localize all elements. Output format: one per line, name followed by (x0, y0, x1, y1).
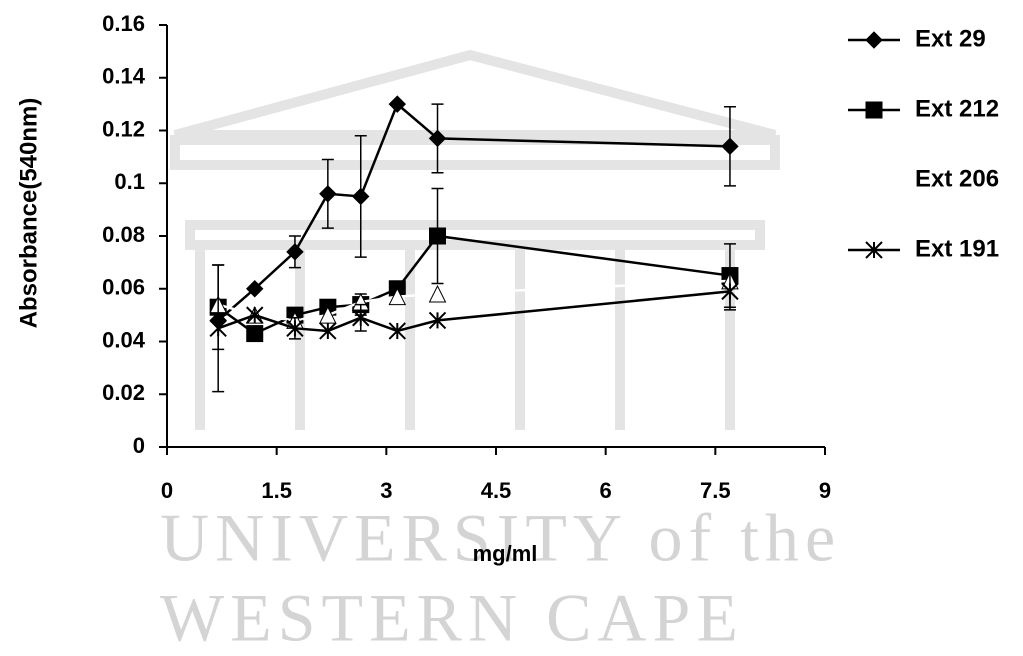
marker (246, 325, 264, 343)
legend-label: Ext 206 (915, 165, 999, 192)
x-tick-label: 6 (600, 478, 612, 503)
series-line (217, 102, 730, 322)
marker (388, 287, 407, 306)
legend-label: Ext 191 (915, 235, 999, 262)
legend-label: Ext 212 (915, 95, 999, 122)
y-tick-label: 0.14 (102, 64, 146, 89)
series-line (217, 290, 731, 333)
marker (721, 282, 739, 301)
y-tick-label: 0.08 (102, 222, 145, 247)
y-tick-label: 0.12 (102, 116, 145, 141)
x-tick-label: 1.5 (261, 478, 292, 503)
marker (319, 322, 337, 340)
x-tick-label: 3 (380, 478, 392, 503)
marker (352, 187, 370, 206)
marker (246, 280, 264, 298)
y-tick-label: 0.04 (102, 327, 146, 352)
y-tick-label: 0 (133, 433, 145, 458)
marker (428, 311, 447, 330)
marker (865, 241, 883, 259)
marker (721, 137, 739, 156)
y-tick-label: 0.06 (102, 275, 145, 300)
x-tick-label: 4.5 (481, 478, 512, 503)
x-tick-label: 0 (161, 478, 173, 503)
y-axis-label: Absorbance(540nm) (15, 98, 42, 329)
series-line (217, 279, 731, 322)
marker (865, 101, 883, 119)
marker (352, 309, 370, 327)
y-tick-label: 0.16 (102, 11, 145, 36)
marker (388, 95, 407, 113)
marker (428, 284, 447, 303)
x-tick-label: 9 (819, 478, 831, 503)
marker (865, 31, 883, 49)
watermark-text: UNIVERSITY of the (160, 500, 841, 576)
marker (286, 243, 304, 261)
x-axis-label: mg/ml (473, 541, 538, 566)
marker (286, 319, 304, 338)
x-tick-label: 7.5 (700, 478, 731, 503)
marker (209, 319, 227, 338)
y-tick-label: 0.02 (102, 380, 145, 405)
marker (388, 322, 407, 340)
marker (428, 129, 447, 148)
building-watermark (170, 49, 780, 430)
watermark-text: WESTERN CAPE (160, 580, 744, 656)
marker (319, 185, 337, 203)
y-tick-label: 0.1 (114, 169, 145, 194)
marker (429, 227, 447, 245)
legend-label: Ext 29 (915, 25, 986, 52)
marker (246, 306, 264, 324)
